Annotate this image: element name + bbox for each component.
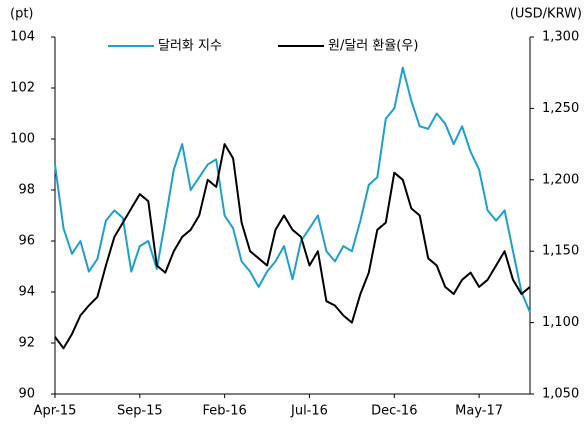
y-tick-label: 100 [10, 132, 35, 147]
y-unit-label: (pt) [10, 7, 34, 22]
y-tick-label: 96 [18, 234, 35, 249]
x-tick-label: Feb-16 [203, 404, 247, 419]
legend-label: 달러화 지수 [158, 39, 222, 54]
y2-tick-label: 1,100 [542, 315, 579, 330]
x-tick-label: Sep-15 [117, 404, 163, 419]
y2-tick-label: 1,300 [542, 30, 579, 45]
x-tick-label: May-17 [455, 404, 503, 419]
y2-tick-label: 1,050 [542, 387, 579, 402]
y-tick-label: 104 [10, 30, 35, 45]
x-tick-label: Apr-15 [34, 404, 77, 419]
y-tick-label: 90 [18, 387, 35, 402]
x-tick-label: Jul-16 [290, 404, 328, 419]
y-tick-label: 94 [18, 285, 35, 300]
y2-unit-label: (USD/KRW) [510, 7, 582, 22]
y2-tick-label: 1,200 [542, 172, 579, 187]
series-line [54, 143, 531, 350]
series-line [54, 66, 531, 313]
y-tick-label: 92 [18, 336, 35, 351]
y-tick-label: 98 [18, 183, 35, 198]
y2-tick-label: 1,250 [542, 101, 579, 116]
y-tick-label: 102 [10, 81, 35, 96]
x-tick-label: Dec-16 [371, 404, 417, 419]
y2-tick-label: 1,150 [542, 244, 579, 259]
legend-label: 원/달러 환율(우) [328, 39, 418, 54]
